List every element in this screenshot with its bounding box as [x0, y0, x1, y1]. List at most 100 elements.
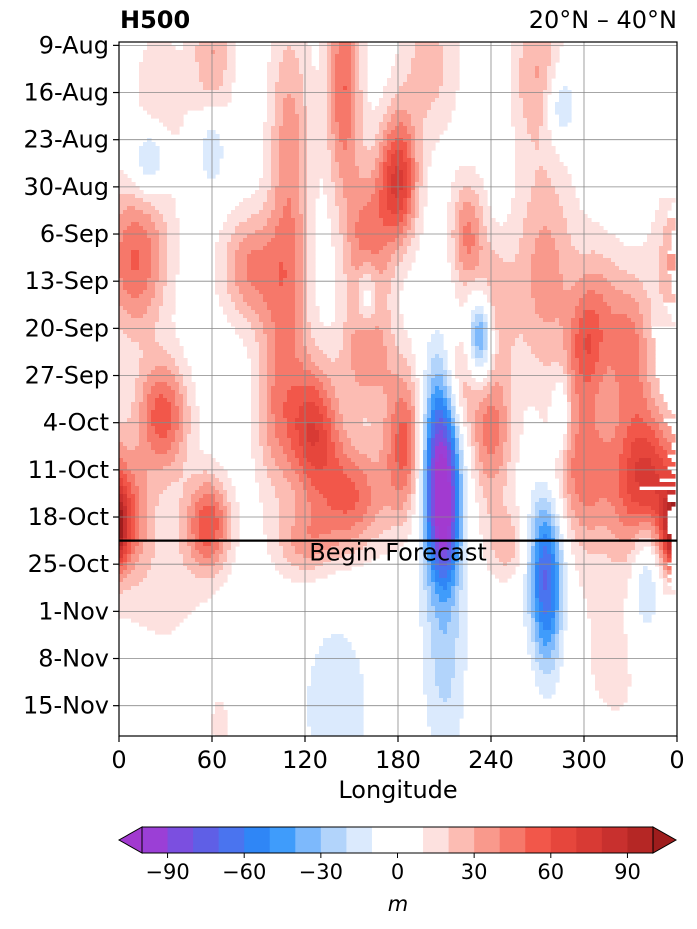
heat-cell — [299, 118, 308, 123]
heat-cell — [571, 414, 580, 419]
heat-cell — [203, 482, 212, 487]
heat-cell — [599, 690, 628, 695]
heat-cell — [399, 398, 404, 403]
heat-cell — [235, 282, 252, 287]
heat-cell — [455, 458, 460, 463]
heat-cell — [247, 254, 296, 259]
heat-cell — [619, 402, 648, 407]
heat-cell — [347, 454, 368, 459]
heat-cell — [371, 170, 380, 175]
heat-cell — [655, 218, 668, 223]
heat-cell — [299, 122, 308, 127]
heat-cell — [323, 426, 332, 431]
heat-cell — [299, 566, 316, 571]
heat-cell — [163, 294, 176, 299]
heat-cell — [215, 734, 228, 736]
heat-cell — [651, 542, 656, 547]
heat-cell — [615, 286, 644, 291]
heat-cell — [415, 226, 424, 231]
heat-cell — [139, 66, 200, 71]
heat-cell — [531, 262, 560, 267]
heat-cell — [527, 130, 540, 135]
heat-cell — [491, 286, 532, 291]
heat-cell — [271, 318, 296, 323]
heat-cell — [571, 242, 624, 247]
heat-cell — [463, 242, 476, 247]
heat-cell — [451, 586, 456, 591]
heat-cell — [447, 570, 452, 575]
heat-cell — [567, 450, 576, 455]
heat-cell — [579, 426, 596, 431]
heat-cell — [603, 274, 636, 279]
heat-cell — [635, 470, 656, 475]
heat-cell — [263, 518, 280, 523]
heat-cell — [475, 190, 488, 195]
heat-cell — [499, 414, 508, 419]
heat-cell — [555, 458, 564, 463]
heat-cell — [479, 530, 492, 535]
heat-cell — [459, 542, 464, 547]
heat-cell — [215, 514, 224, 519]
heat-cell — [511, 198, 532, 203]
heat-cell — [455, 566, 460, 571]
heat-cell — [459, 478, 464, 483]
heat-cell — [527, 590, 532, 595]
heat-cell — [459, 578, 464, 583]
heat-cell — [483, 330, 488, 335]
heat-cell — [215, 50, 228, 55]
heat-cell — [291, 578, 316, 583]
heat-cell — [119, 446, 128, 451]
heat-cell — [527, 566, 532, 571]
heat-cell — [415, 190, 420, 195]
heat-cell — [267, 370, 276, 375]
heat-cell — [431, 470, 436, 475]
heat-cell — [539, 230, 552, 235]
heat-cell — [663, 294, 676, 299]
heat-cell — [119, 510, 124, 515]
heat-cell — [275, 374, 316, 379]
heat-cell — [423, 642, 432, 647]
heat-cell — [479, 510, 488, 515]
heat-cell — [279, 162, 300, 167]
heat-cell — [347, 290, 360, 295]
heat-cell — [535, 650, 540, 655]
heat-cell — [275, 378, 320, 383]
heat-cell — [155, 406, 172, 411]
heat-cell — [415, 382, 420, 387]
heat-cell — [543, 318, 556, 323]
heat-cell — [191, 474, 216, 479]
heat-cell — [651, 506, 660, 511]
heat-cell — [455, 414, 460, 419]
heat-cell — [415, 54, 444, 59]
heat-cell — [259, 442, 268, 447]
heat-cell — [543, 522, 548, 527]
heat-cell — [135, 506, 140, 511]
heat-cell — [571, 502, 584, 507]
heat-cell — [403, 202, 408, 207]
heat-cell — [299, 406, 320, 411]
heat-cell — [167, 450, 180, 455]
heat-cell — [323, 398, 332, 403]
heat-cell — [327, 62, 332, 67]
heat-cell — [203, 154, 224, 159]
heat-cell — [603, 698, 628, 703]
heat-cell — [423, 630, 432, 635]
heat-cell — [555, 106, 572, 111]
heat-cell — [591, 634, 628, 639]
heat-cell — [495, 314, 540, 319]
heat-cell — [603, 378, 616, 383]
heat-cell — [547, 226, 568, 231]
heat-cell — [387, 150, 396, 155]
heat-cell — [423, 178, 428, 183]
heat-cell — [123, 554, 128, 559]
heat-cell — [351, 246, 360, 251]
heat-cell — [463, 186, 472, 191]
heat-cell — [171, 462, 184, 467]
heat-cell — [227, 286, 240, 291]
heat-cell — [523, 614, 532, 619]
heat-cell — [523, 618, 532, 623]
heat-cell — [159, 502, 180, 507]
heat-cell — [511, 434, 520, 439]
heat-cell — [135, 498, 140, 503]
heat-cell — [347, 430, 384, 435]
